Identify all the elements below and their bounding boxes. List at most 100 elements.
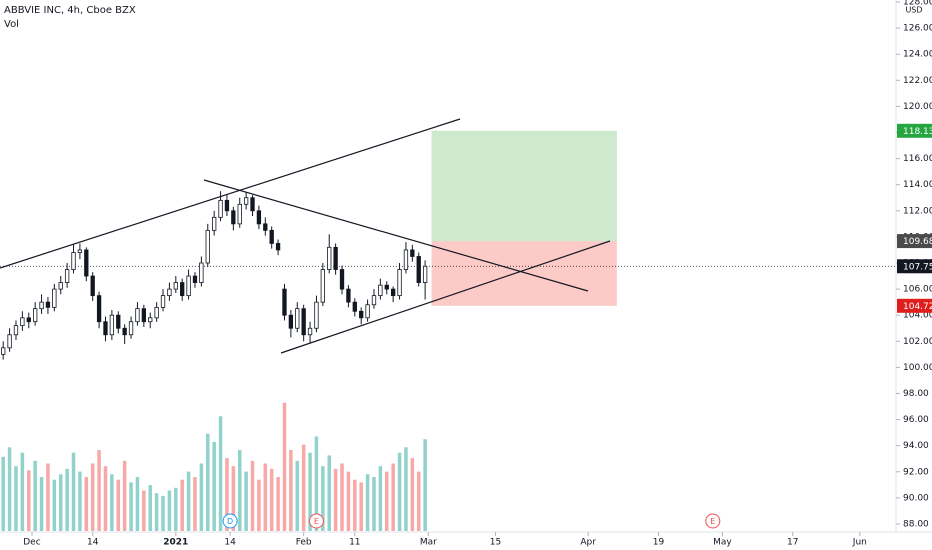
candle-body [263, 223, 268, 231]
y-tick-label: 90.00 [903, 493, 929, 503]
volume-bar [346, 471, 351, 531]
candle-body [320, 269, 325, 303]
candle-body [256, 210, 262, 225]
price-tag-label: 104.72 [903, 302, 932, 312]
y-tick-label: 112.00 [903, 206, 932, 216]
volume-bar [353, 479, 357, 531]
x-tick-label: Feb [296, 538, 312, 548]
volume-bar [103, 466, 108, 531]
candle-body [288, 314, 294, 329]
volume-bar [84, 477, 89, 531]
volume-bar [218, 416, 223, 531]
volume-bar [416, 471, 421, 531]
volume-bar [263, 463, 268, 531]
x-tick-label: 15 [490, 538, 501, 548]
candle-body [20, 317, 25, 327]
volume-bar [231, 466, 236, 531]
price-tag-label: 109.68 [903, 237, 932, 247]
volume-bar [116, 479, 121, 531]
candle-body [135, 308, 140, 323]
volume-title: Vol [4, 19, 19, 30]
candle-body [45, 301, 51, 308]
volume-bar [193, 477, 197, 531]
candle-body [186, 275, 191, 297]
volume-bar [359, 482, 363, 531]
candle-body [128, 321, 134, 336]
volume-bar [161, 495, 165, 531]
volume-bar [397, 452, 402, 531]
candle-body [410, 249, 415, 257]
candle-body [346, 288, 351, 303]
volume-bar [27, 470, 31, 531]
candle-body [90, 275, 95, 297]
x-tick-label: May [713, 538, 732, 548]
y-tick-label: 104.00 [903, 311, 932, 321]
candle-body [275, 243, 281, 251]
volume-bar [340, 463, 344, 531]
profit-zone [431, 130, 617, 242]
volume-bar [46, 463, 50, 531]
y-tick-label: 126.00 [903, 24, 932, 34]
volume-bar [122, 460, 127, 531]
x-tick-label: Jun [852, 538, 867, 548]
candle-body [77, 249, 83, 253]
volume-bar [58, 474, 63, 531]
candle-body [167, 288, 172, 297]
volume-bar [135, 477, 140, 531]
axis-layer: 88.00 90.00 92.00 94.00 96.00 98.00 100.00 102.… [23, 0, 932, 548]
candle-body [109, 314, 115, 336]
candle-body [391, 288, 396, 297]
event-label: E [710, 517, 715, 526]
candle-body [103, 321, 108, 336]
volume-bar [289, 450, 293, 531]
y-tick-label: 96.00 [903, 415, 929, 425]
candle-body [403, 249, 409, 270]
y-tick-label: 128.00 [903, 0, 932, 8]
candle-body [250, 197, 255, 212]
volume-bar [20, 452, 25, 531]
volume-bar [321, 466, 325, 531]
price-tag-label: 107.75 [903, 262, 932, 272]
candle-body [282, 288, 287, 316]
candle-body [422, 265, 428, 283]
x-tick-label: Dec [23, 538, 40, 548]
trend-line [203, 179, 589, 292]
candle-body [199, 262, 204, 283]
volume-bar [314, 436, 319, 531]
volume-bar [244, 471, 248, 531]
y-tick-label: 114.00 [903, 180, 932, 190]
volume-bar [237, 450, 242, 531]
volume-bar [97, 450, 101, 531]
candle-layer [1, 191, 428, 360]
candle-body [307, 327, 313, 336]
price-tag [897, 298, 932, 313]
volume-bar [186, 471, 191, 531]
position-layer [0, 130, 895, 306]
volume-bar [110, 474, 114, 531]
candle-body [384, 284, 389, 290]
candle-body [212, 216, 217, 231]
volume-bar [372, 477, 376, 531]
candle-body [141, 308, 146, 323]
volume-bar [142, 490, 146, 531]
candle-body [160, 295, 166, 308]
volume-bar [148, 485, 152, 531]
candle-body [218, 199, 223, 218]
candle-body [173, 282, 178, 290]
event-label: E [314, 517, 319, 526]
volume-bar [295, 460, 300, 531]
volume-bar [90, 463, 95, 531]
volume-bar [365, 474, 370, 531]
volume-bar [276, 477, 280, 531]
candle-body [64, 269, 70, 283]
candle-body [39, 301, 44, 310]
volume-bar [199, 463, 204, 531]
candle-body [33, 308, 38, 323]
x-tick-label: 14 [224, 538, 236, 548]
event-marker [705, 513, 721, 529]
volume-bar [269, 468, 274, 531]
volume-bar [129, 482, 133, 531]
volume-bar [65, 468, 69, 531]
y-tick-label: 116.00 [903, 154, 932, 164]
